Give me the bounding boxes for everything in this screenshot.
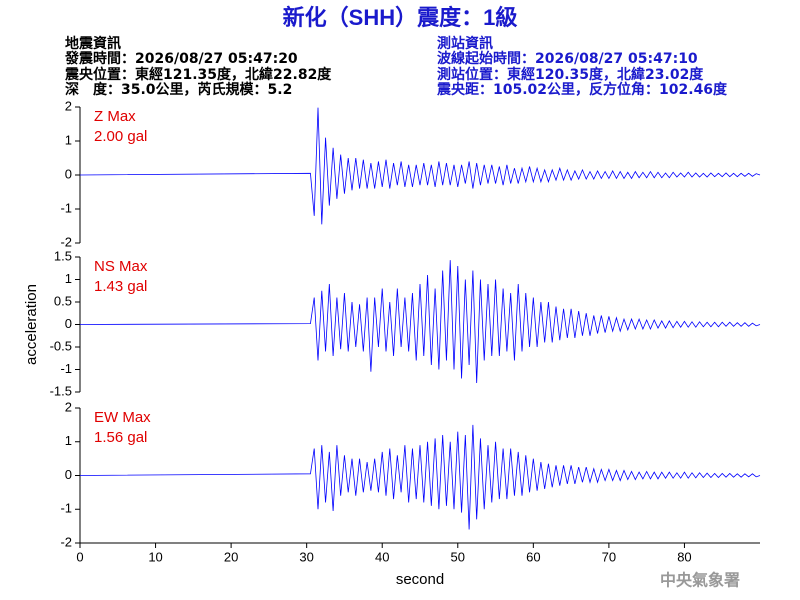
x-tick-label: 20: [224, 549, 238, 564]
y-tick-label: -0.5: [50, 338, 72, 353]
annotation: 2.00 gal: [94, 128, 147, 145]
x-tick-label: 70: [602, 549, 616, 564]
x-tick-label: 50: [451, 549, 465, 564]
y-axis-label: acceleration: [23, 284, 40, 365]
info-right: 測站資訊: [437, 35, 493, 52]
y-tick-label: -2: [60, 534, 72, 549]
annotation: NS Max: [94, 258, 148, 275]
annotation: 1.56 gal: [94, 429, 147, 446]
y-tick-label: -1: [60, 501, 72, 516]
waveform: [79, 107, 761, 225]
y-tick-label: 0: [65, 166, 72, 181]
y-tick-label: -1.5: [50, 383, 72, 398]
y-tick-label: 0: [65, 467, 72, 482]
footer: 中央氣象署: [660, 571, 740, 590]
annotation: 1.43 gal: [94, 278, 147, 295]
y-tick-label: 0.5: [54, 293, 72, 308]
x-tick-label: 30: [299, 549, 313, 564]
y-tick-label: 1: [65, 132, 72, 147]
info-right: 測站位置：東經120.35度，北緯23.02度: [437, 66, 704, 83]
waveform: [79, 424, 761, 530]
x-tick-label: 60: [526, 549, 540, 564]
y-tick-label: -2: [60, 234, 72, 249]
x-tick-label: 10: [148, 549, 162, 564]
annotation: Z Max: [94, 108, 136, 125]
y-tick-label: 2: [65, 399, 72, 414]
info-right: 震央距：105.02公里，反方位角：102.46度: [436, 81, 728, 98]
annotation: EW Max: [94, 409, 151, 426]
y-tick-label: 2: [65, 98, 72, 113]
y-tick-label: -1: [60, 200, 72, 215]
x-tick-label: 40: [375, 549, 389, 564]
y-tick-label: 1: [65, 271, 72, 286]
chart-title: 新化（SHH）震度：1級: [283, 5, 518, 30]
info-right: 波線起始時間：2026/08/27 05:47:10: [437, 50, 698, 67]
y-tick-label: 1: [65, 433, 72, 448]
y-tick-label: -1: [60, 361, 72, 376]
y-tick-label: 0: [65, 316, 72, 331]
x-tick-label: 0: [76, 549, 83, 564]
x-tick-label: 80: [677, 549, 691, 564]
info-left: 發震時間：2026/08/27 05:47:20: [64, 50, 298, 67]
waveform: [79, 260, 761, 384]
y-tick-label: 1.5: [54, 248, 72, 263]
info-left: 地震資訊: [65, 35, 121, 52]
info-left: 震央位置：東經121.35度，北緯22.82度: [64, 66, 332, 83]
info-left: 深 度：35.0公里，芮氏規模：5.2: [65, 81, 292, 98]
x-axis-label: second: [396, 571, 444, 588]
